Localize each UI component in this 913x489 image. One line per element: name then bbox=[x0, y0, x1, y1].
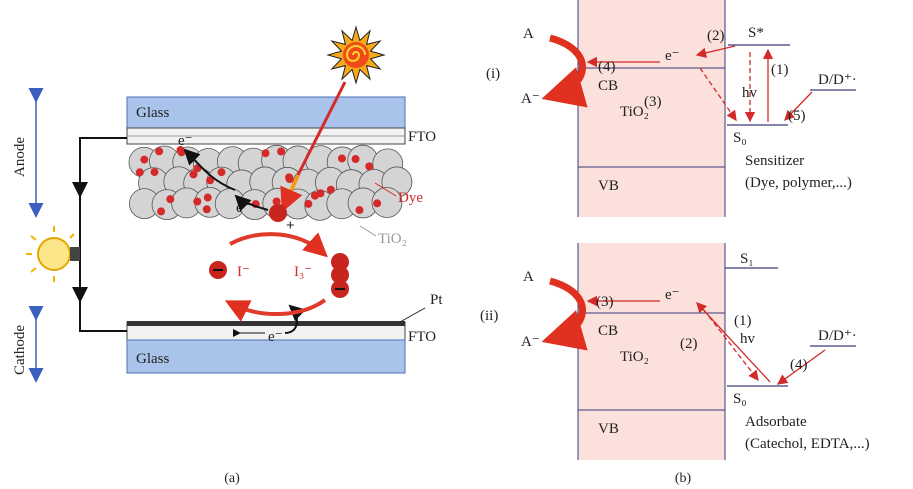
ground-state-label: S₀ bbox=[733, 130, 747, 146]
cb-label: CB bbox=[598, 78, 618, 94]
circuit bbox=[80, 138, 127, 331]
iodide-ion bbox=[209, 261, 227, 279]
species-label: Sensitizer bbox=[745, 153, 804, 169]
step-label: (3) bbox=[644, 94, 662, 110]
hole: + bbox=[286, 218, 295, 234]
cb-label: CB bbox=[598, 323, 618, 339]
semiconductor-label: TiO₂ bbox=[620, 349, 649, 365]
step-label: (2) bbox=[680, 336, 698, 352]
dye-molecule bbox=[365, 162, 373, 170]
dye-molecule bbox=[176, 146, 184, 154]
dye-molecule bbox=[327, 186, 335, 194]
triiodide-label: I₃⁻ bbox=[294, 264, 312, 280]
donor-label: D/D⁺· bbox=[818, 72, 857, 88]
reduced-acceptor-label: A⁻ bbox=[521, 334, 540, 350]
reduced-acceptor-label: A⁻ bbox=[521, 91, 540, 107]
dye-molecule bbox=[217, 168, 225, 176]
dye-molecule bbox=[193, 197, 201, 205]
excited-dye bbox=[269, 204, 287, 222]
species-label: Adsorbate bbox=[745, 414, 807, 430]
diagram-label: (ii) bbox=[480, 308, 498, 324]
step-label: (4) bbox=[598, 59, 616, 75]
dye-label: Dye bbox=[398, 190, 423, 206]
dye-molecule bbox=[277, 147, 285, 155]
caption: (b) bbox=[675, 471, 692, 486]
dye-molecule bbox=[261, 149, 269, 157]
electron-label: e⁻ bbox=[665, 48, 680, 64]
bottom-fto-label: FTO bbox=[408, 329, 436, 345]
pt-pointer bbox=[400, 308, 425, 322]
acceptor-label: A bbox=[523, 269, 534, 285]
dye-molecule bbox=[157, 207, 165, 215]
dye-molecule bbox=[136, 168, 144, 176]
bottom-electron: e⁻ bbox=[268, 329, 283, 345]
pt-layer bbox=[127, 321, 405, 326]
redox-arrow bbox=[232, 300, 325, 314]
diagram-label: (i) bbox=[486, 66, 500, 82]
pt-label: Pt bbox=[430, 292, 443, 308]
vb-label: VB bbox=[598, 178, 619, 194]
sun bbox=[328, 27, 384, 83]
photon-label: hv bbox=[740, 331, 756, 347]
iodide-label: I⁻ bbox=[237, 264, 250, 280]
dye-molecule bbox=[352, 155, 360, 163]
excited-state-label: S* bbox=[748, 25, 764, 41]
upper-state-label: S₁ bbox=[740, 251, 754, 267]
panel-a: Anode Cathode Glass FTO e⁻ Glass FTO Pt … bbox=[12, 27, 443, 486]
dye-molecule bbox=[286, 175, 294, 183]
dye-molecule bbox=[304, 200, 312, 208]
electron-label: e⁻ bbox=[665, 287, 680, 303]
cathode-label: Cathode bbox=[12, 325, 28, 375]
acceptor-label: A bbox=[523, 26, 534, 42]
dye-molecule bbox=[338, 154, 346, 162]
dye-molecule bbox=[373, 199, 381, 207]
dye-molecule bbox=[203, 205, 211, 213]
step-label: (1) bbox=[771, 62, 789, 78]
page: {"panel_a": {"caption": "(a)", "anode": … bbox=[0, 0, 913, 489]
top-glass-label: Glass bbox=[136, 105, 169, 121]
tio2-label: TiO₂ bbox=[378, 231, 407, 247]
step-label: (3) bbox=[596, 294, 614, 310]
donor-label: D/D⁺· bbox=[818, 328, 857, 344]
step-label: (2) bbox=[707, 28, 725, 44]
redox-arrow bbox=[230, 234, 322, 252]
step-label: (5) bbox=[788, 108, 806, 124]
examples-label: (Dye, polymer,...) bbox=[745, 175, 852, 191]
tio2-pointer bbox=[360, 226, 376, 236]
dye-molecule bbox=[204, 194, 212, 202]
dye-molecule bbox=[155, 147, 163, 155]
caption: (a) bbox=[224, 471, 240, 486]
figure: Anode Cathode Glass FTO e⁻ Glass FTO Pt … bbox=[0, 0, 913, 489]
dye-molecule bbox=[140, 156, 148, 164]
light-bulb bbox=[26, 226, 80, 282]
dye-molecule bbox=[355, 206, 363, 214]
vb-label: VB bbox=[598, 421, 619, 437]
top-fto-label: FTO bbox=[408, 129, 436, 145]
triiodide-ion bbox=[331, 253, 349, 298]
dye-molecule bbox=[151, 168, 159, 176]
bottom-glass-label: Glass bbox=[136, 351, 169, 367]
step-label: (4) bbox=[790, 357, 808, 373]
anode-label: Anode bbox=[12, 137, 28, 177]
dye-molecule bbox=[316, 189, 324, 197]
step-label: (1) bbox=[734, 313, 752, 329]
examples-label: (Catechol, EDTA,...) bbox=[745, 436, 870, 452]
dye-molecule bbox=[166, 195, 174, 203]
ground-state-label: S₀ bbox=[733, 391, 747, 407]
